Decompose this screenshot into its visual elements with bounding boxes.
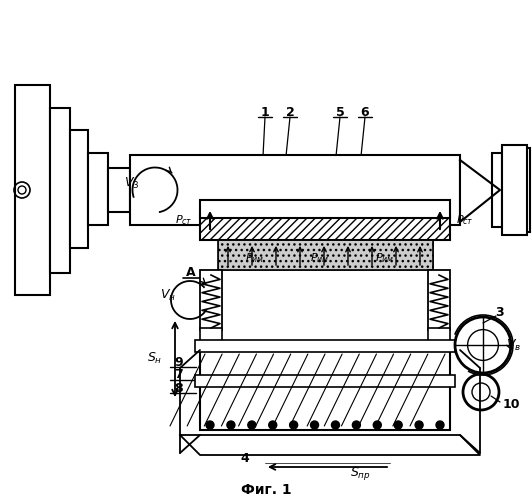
- Circle shape: [331, 421, 339, 429]
- Text: $S_{пр}$: $S_{пр}$: [350, 466, 370, 482]
- Circle shape: [311, 421, 319, 429]
- Bar: [130, 155, 460, 225]
- Text: 6: 6: [361, 106, 369, 118]
- Bar: [200, 328, 222, 350]
- Text: $P_{ст}$: $P_{ст}$: [456, 213, 473, 227]
- Circle shape: [248, 421, 256, 429]
- Bar: [428, 328, 450, 350]
- Text: $V_н$: $V_н$: [160, 288, 176, 302]
- Bar: [88, 153, 108, 225]
- Bar: [70, 130, 88, 248]
- Text: 8: 8: [174, 382, 183, 394]
- Bar: [502, 145, 527, 235]
- Bar: [200, 200, 450, 218]
- Circle shape: [289, 421, 297, 429]
- Circle shape: [206, 421, 214, 429]
- Text: 3: 3: [496, 306, 504, 318]
- Circle shape: [415, 421, 423, 429]
- Bar: [195, 375, 455, 387]
- Text: $P_{ст}$: $P_{ст}$: [176, 213, 193, 227]
- Circle shape: [373, 421, 381, 429]
- Text: 7: 7: [174, 368, 183, 382]
- Bar: [218, 240, 433, 270]
- Bar: [510, 148, 530, 232]
- Text: 10: 10: [503, 398, 520, 411]
- Polygon shape: [180, 435, 480, 455]
- Circle shape: [352, 421, 360, 429]
- Bar: [492, 153, 502, 227]
- Text: $S_н$: $S_н$: [147, 350, 162, 366]
- Bar: [108, 168, 130, 212]
- Bar: [200, 350, 450, 430]
- Bar: [15, 85, 50, 295]
- Bar: [200, 270, 222, 330]
- Text: $V_3$: $V_3$: [124, 176, 140, 190]
- Text: A: A: [186, 266, 196, 280]
- Text: $P_{им}$: $P_{им}$: [245, 251, 264, 265]
- Bar: [195, 340, 455, 352]
- Text: 1: 1: [261, 106, 269, 118]
- Circle shape: [269, 421, 277, 429]
- Text: 4: 4: [240, 452, 250, 464]
- Bar: [218, 240, 433, 270]
- Text: 5: 5: [336, 106, 344, 118]
- Text: 2: 2: [286, 106, 294, 118]
- Circle shape: [227, 421, 235, 429]
- Text: $P_{им}$: $P_{им}$: [376, 251, 395, 265]
- Text: Фиг. 1: Фиг. 1: [240, 483, 292, 497]
- Text: 9: 9: [174, 356, 183, 368]
- Text: $P_{им}$: $P_{им}$: [310, 251, 330, 265]
- Bar: [428, 270, 450, 330]
- Circle shape: [394, 421, 402, 429]
- Polygon shape: [460, 160, 500, 222]
- Circle shape: [436, 421, 444, 429]
- Bar: [200, 215, 450, 240]
- Bar: [50, 108, 70, 273]
- Text: $V_в$: $V_в$: [506, 338, 521, 352]
- Bar: [497, 158, 527, 222]
